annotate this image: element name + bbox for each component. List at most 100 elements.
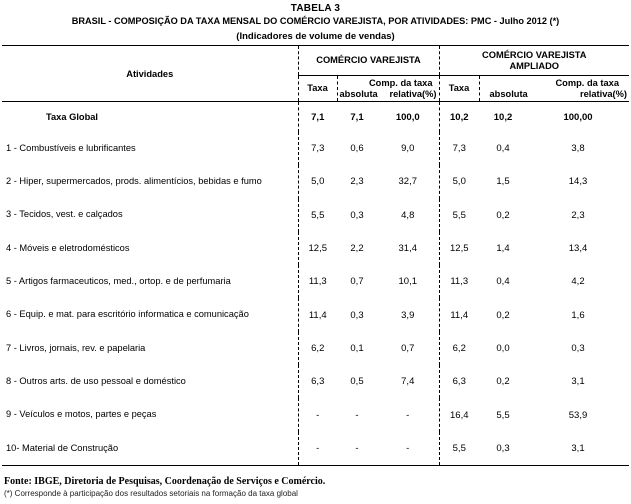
cell-value: 12,5 [438, 231, 479, 266]
cell-value: - [297, 431, 337, 466]
cell-value: 7,1 [350, 111, 364, 123]
cell-value: 0,2 [496, 309, 510, 321]
cell-value: 2,2 [350, 243, 364, 255]
header-absoluta-1: absoluta [339, 88, 378, 99]
table-row: 4 - Móveis e eletrodomésticos 12,5 2,2 3… [2, 231, 629, 266]
header-comp-label-1: Comp. da taxa [368, 77, 433, 88]
header-relativa-1: relativa(%) [389, 88, 437, 99]
cell-value: 0,4 [496, 143, 510, 155]
header-taxa-2: Taxa [438, 75, 479, 102]
row-label: 7 - Livros, jornais, rev. e papelaria [6, 342, 146, 353]
cell-value: 5,5 [297, 198, 337, 232]
header-taxa-1: Taxa [297, 75, 337, 102]
cell-value: 0,3 [571, 342, 585, 354]
cell-value: 5,0 [297, 165, 337, 199]
cell-value: 9,0 [401, 143, 415, 155]
row-label: 4 - Móveis e eletrodomésticos [6, 242, 130, 253]
cell-value: 0,5 [350, 376, 364, 388]
cell-value: 10,1 [398, 276, 418, 288]
cell-value: 5,5 [438, 198, 479, 232]
cell-value: 0,2 [496, 376, 510, 388]
table-row: 2 - Hiper, supermercados, prods. aliment… [2, 165, 629, 199]
cell-value: - [297, 398, 337, 432]
header-comercio-varejista: COMÉRCIO VAREJISTA [297, 45, 439, 76]
cell-value: 0,2 [496, 209, 510, 221]
row-label: 9 - Veículos e motos, partes e peças [6, 409, 157, 420]
cell-value: 0,7 [350, 276, 364, 288]
cell-value: 7,1 [297, 101, 337, 132]
cell-value: 0,4 [496, 276, 510, 288]
cell-value: 6,2 [297, 331, 337, 366]
table-row: 8 - Outros arts. de uso pessoal e domést… [2, 365, 629, 399]
header-comercio-varejista-ampliado: COMÉRCIO VAREJISTA AMPLIADO [438, 45, 630, 76]
cell-value: 10,2 [493, 111, 513, 123]
cell-value: 0,3 [350, 209, 364, 221]
source-note: Fonte: IBGE, Diretoria de Pesquisas, Coo… [4, 476, 326, 487]
cell-value: 1,6 [571, 309, 585, 321]
cell-value: 11,3 [438, 265, 479, 299]
cell-value: 0,0 [496, 342, 510, 354]
table-subtitle: (Indicadores de volume de vendas) [236, 31, 395, 42]
table-row: 9 - Veículos e motos, partes e peças - -… [2, 398, 629, 432]
table-title: BRASIL - COMPOSIÇÃO DA TAXA MENSAL DO CO… [71, 16, 560, 26]
cell-value: 53,9 [568, 409, 588, 421]
row-label: 8 - Outros arts. de uso pessoal e domést… [6, 375, 186, 386]
row-label: 5 - Artigos farmaceuticos, med., ortop. … [6, 276, 231, 287]
cell-value: - [355, 409, 359, 421]
cell-value: 5,5 [438, 431, 479, 466]
header-comp-label-2: Comp. da taxa [555, 77, 620, 88]
cell-value: 32,7 [398, 176, 418, 188]
cell-value: 3,1 [527, 431, 630, 466]
data-table: Atividades COMÉRCIO VAREJISTA COMÉRCIO V… [2, 45, 630, 466]
table-number: TABELA 3 [290, 3, 341, 14]
cell-value: 0,3 [350, 309, 364, 321]
cell-value: 7,3 [438, 132, 479, 166]
footnote: (*) Corresponde à participação dos resul… [4, 489, 298, 498]
cell-value: 0,1 [350, 342, 364, 354]
cell-value: 1,4 [496, 243, 510, 255]
cell-value: 13,4 [568, 243, 588, 255]
cell-value: 2,3 [571, 209, 585, 221]
cell-value: 3,9 [401, 309, 415, 321]
cell-value: 11,3 [297, 265, 337, 299]
row-label: 1 - Combustíveis e lubrificantes [6, 142, 136, 153]
cell-value: 4,8 [401, 209, 415, 221]
header-comp-2: Comp. da taxa absoluta relativa(%) [478, 75, 630, 102]
cell-value: 31,4 [398, 243, 418, 255]
cell-value: - [377, 431, 439, 466]
table-row: 10- Material de Construção - - - 5,5 0,3… [2, 431, 630, 466]
footer: Fonte: IBGE, Diretoria de Pesquisas, Coo… [4, 476, 325, 500]
cell-value: 5,5 [496, 409, 510, 421]
header-atividades: Atividades [2, 45, 298, 102]
cell-value: - [406, 409, 410, 421]
cell-value: 100,00 [563, 111, 593, 123]
row-label: 2 - Hiper, supermercados, prods. aliment… [6, 176, 262, 187]
cell-value: 6,3 [438, 365, 479, 399]
table-row: 5 - Artigos farmaceuticos, med., ortop. … [2, 265, 629, 299]
cell-value: 0,7 [401, 342, 415, 354]
table-row: 6 - Equip. e mat. para escritório inform… [2, 298, 629, 332]
cell-value: 3,8 [571, 143, 585, 155]
header-absoluta-2: absoluta [489, 88, 528, 99]
row-label: Taxa Global [46, 112, 99, 122]
row-label: 3 - Tecidos, vest. e calçados [6, 209, 123, 220]
table-row: Taxa Global 7,1 7,1 100,0 10,2 10,2 100,… [2, 101, 629, 132]
cell-value: 11,4 [297, 298, 337, 332]
cell-value: 6,2 [438, 331, 479, 366]
cell-value: 10,2 [438, 101, 479, 132]
cell-value: 12,5 [297, 231, 337, 266]
header-relativa-2: relativa(%) [579, 88, 628, 99]
cell-value: 7,3 [297, 132, 337, 166]
cell-value: 1,5 [496, 176, 510, 188]
header-group2-line2: AMPLIADO [509, 60, 560, 71]
cell-value: 100,0 [395, 111, 420, 123]
table-row: 1 - Combustíveis e lubrificantes 7,3 0,6… [2, 132, 629, 166]
row-label: 6 - Equip. e mat. para escritório inform… [6, 309, 249, 320]
cell-value: 4,2 [571, 276, 585, 288]
cell-value: 2,3 [350, 176, 364, 188]
cell-value: 16,4 [438, 398, 479, 432]
header-group2-line1: COMÉRCIO VAREJISTA [482, 49, 587, 60]
table-row: 3 - Tecidos, vest. e calçados 5,5 0,3 4,… [2, 198, 629, 232]
cell-value: 11,4 [438, 298, 479, 332]
cell-value: 3,1 [571, 376, 585, 388]
